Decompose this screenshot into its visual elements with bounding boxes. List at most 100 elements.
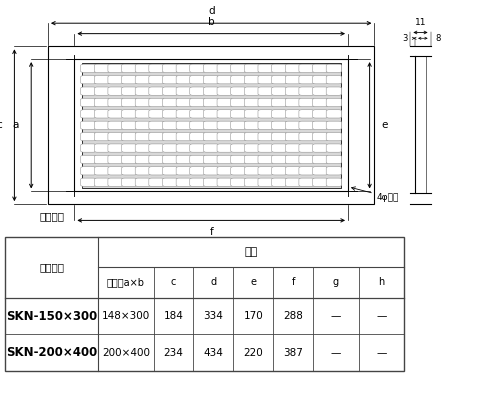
FancyBboxPatch shape [244,64,260,72]
FancyBboxPatch shape [81,64,96,72]
FancyBboxPatch shape [326,144,342,152]
FancyBboxPatch shape [108,121,123,130]
FancyBboxPatch shape [121,121,137,130]
FancyBboxPatch shape [299,98,314,107]
FancyBboxPatch shape [190,76,205,84]
FancyBboxPatch shape [81,98,96,107]
FancyBboxPatch shape [163,64,178,72]
FancyBboxPatch shape [94,132,110,141]
FancyBboxPatch shape [285,178,301,186]
FancyBboxPatch shape [312,110,328,118]
FancyBboxPatch shape [326,167,342,175]
FancyBboxPatch shape [217,76,233,84]
FancyBboxPatch shape [81,76,96,84]
FancyBboxPatch shape [258,121,274,130]
FancyBboxPatch shape [312,178,328,186]
FancyBboxPatch shape [204,144,219,152]
FancyBboxPatch shape [190,178,205,186]
FancyBboxPatch shape [272,178,287,186]
FancyBboxPatch shape [312,121,328,130]
FancyBboxPatch shape [149,76,165,84]
FancyBboxPatch shape [299,144,314,152]
FancyBboxPatch shape [231,144,246,152]
FancyBboxPatch shape [81,144,96,152]
FancyBboxPatch shape [299,76,314,84]
FancyBboxPatch shape [108,64,123,72]
FancyBboxPatch shape [285,132,301,141]
FancyBboxPatch shape [217,167,233,175]
FancyBboxPatch shape [204,64,219,72]
FancyBboxPatch shape [272,144,287,152]
FancyBboxPatch shape [244,76,260,84]
FancyBboxPatch shape [258,155,274,164]
Bar [82,63,341,188]
FancyBboxPatch shape [149,64,165,72]
Text: 8: 8 [435,34,441,43]
FancyBboxPatch shape [326,64,342,72]
Text: 200×400: 200×400 [102,348,150,358]
Text: 220: 220 [243,348,263,358]
Text: 3: 3 [403,34,408,43]
FancyBboxPatch shape [258,76,274,84]
FancyBboxPatch shape [217,87,233,95]
FancyBboxPatch shape [204,76,219,84]
FancyBboxPatch shape [108,87,123,95]
FancyBboxPatch shape [326,76,342,84]
FancyBboxPatch shape [285,98,301,107]
FancyBboxPatch shape [190,155,205,164]
FancyBboxPatch shape [244,132,260,141]
FancyBboxPatch shape [231,155,246,164]
Text: d: d [208,6,215,16]
Text: 434: 434 [204,348,223,358]
FancyBboxPatch shape [176,155,192,164]
FancyBboxPatch shape [149,87,165,95]
Text: 170: 170 [243,311,263,321]
FancyBboxPatch shape [149,132,165,141]
FancyBboxPatch shape [176,167,192,175]
FancyBboxPatch shape [121,144,137,152]
FancyBboxPatch shape [272,155,287,164]
Text: f: f [209,227,213,237]
FancyBboxPatch shape [81,155,96,164]
FancyBboxPatch shape [244,87,260,95]
FancyBboxPatch shape [326,98,342,107]
FancyBboxPatch shape [326,121,342,130]
FancyBboxPatch shape [272,110,287,118]
FancyBboxPatch shape [231,178,246,186]
FancyBboxPatch shape [190,110,205,118]
Text: —: — [376,348,386,358]
Text: 寸法: 寸法 [245,247,258,257]
FancyBboxPatch shape [312,144,328,152]
FancyBboxPatch shape [231,132,246,141]
Text: 商品記号: 商品記号 [39,211,64,221]
FancyBboxPatch shape [135,132,151,141]
FancyBboxPatch shape [163,132,178,141]
FancyBboxPatch shape [231,87,246,95]
FancyBboxPatch shape [135,110,151,118]
FancyBboxPatch shape [81,178,96,186]
FancyBboxPatch shape [217,144,233,152]
FancyBboxPatch shape [176,64,192,72]
FancyBboxPatch shape [258,110,274,118]
FancyBboxPatch shape [258,64,274,72]
Text: g: g [333,277,339,287]
Text: 商品記号: 商品記号 [39,262,64,272]
FancyBboxPatch shape [244,110,260,118]
FancyBboxPatch shape [163,87,178,95]
FancyBboxPatch shape [244,167,260,175]
Text: c: c [0,120,2,130]
FancyBboxPatch shape [94,144,110,152]
FancyBboxPatch shape [135,155,151,164]
FancyBboxPatch shape [176,76,192,84]
FancyBboxPatch shape [299,132,314,141]
Bar [48,46,374,204]
Text: —: — [331,348,341,358]
FancyBboxPatch shape [190,144,205,152]
FancyBboxPatch shape [163,76,178,84]
FancyBboxPatch shape [299,121,314,130]
FancyBboxPatch shape [121,98,137,107]
FancyBboxPatch shape [312,87,328,95]
FancyBboxPatch shape [285,76,301,84]
FancyBboxPatch shape [326,155,342,164]
FancyBboxPatch shape [231,64,246,72]
